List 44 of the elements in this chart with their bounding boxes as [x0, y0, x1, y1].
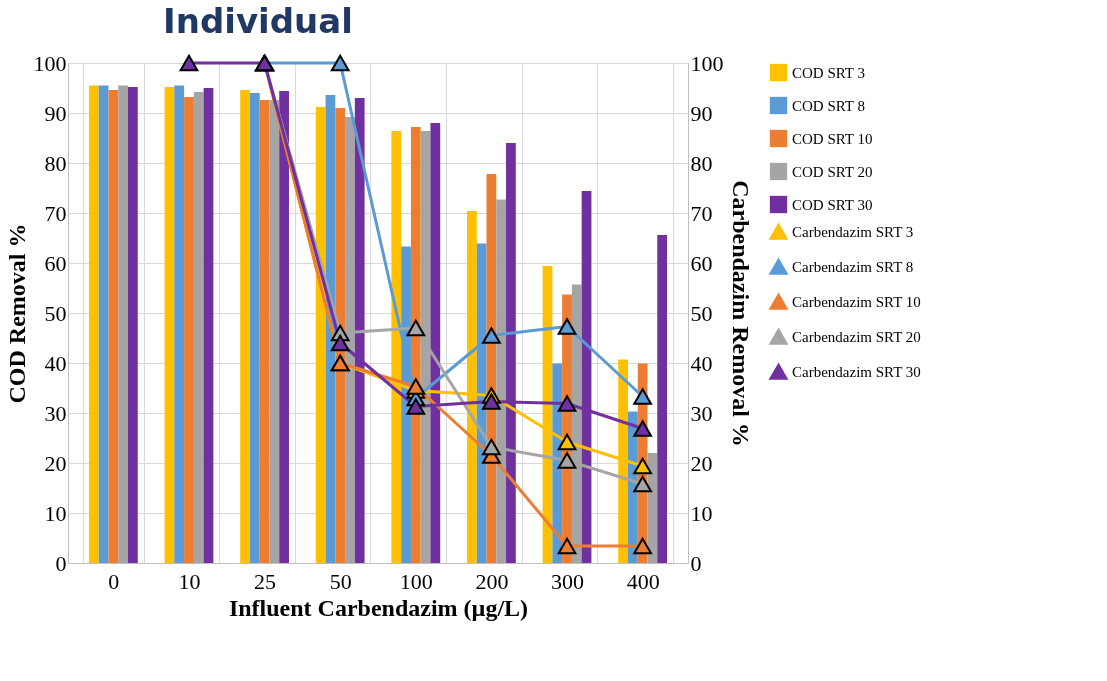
y2-tick-label: 30: [690, 400, 713, 426]
y-tick-label: 50: [44, 300, 67, 326]
x-tick-label: 0: [108, 568, 120, 594]
y-tick-label: 60: [44, 250, 67, 276]
y2-tick-label: 10: [690, 500, 713, 526]
y2-tick-label: 90: [690, 100, 713, 126]
y-tick-label: 30: [44, 400, 67, 426]
legend-label: Carbendazim SRT 20: [792, 328, 921, 345]
x-tick-label: 400: [626, 568, 660, 594]
legend-label: Carbendazim SRT 30: [792, 363, 921, 380]
legend-label: COD SRT 3: [792, 64, 866, 81]
x-tick-label: 25: [254, 568, 277, 594]
y2-tick-label: 80: [690, 150, 713, 176]
y-tick-label: 70: [44, 200, 67, 226]
y-tick-label: 80: [44, 150, 67, 176]
legend-label: COD SRT 20: [792, 163, 873, 180]
y2-tick-label: 70: [690, 200, 713, 226]
chart-title: Individual: [163, 0, 353, 41]
x-tick-label: 200: [475, 568, 509, 594]
y-axis-title: COD Removal %: [3, 223, 30, 404]
y-tick-label: 20: [44, 450, 67, 476]
y2-tick-label: 100: [690, 50, 724, 76]
legend-label: Carbendazim SRT 3: [792, 223, 914, 240]
y2-tick-label: 20: [690, 450, 713, 476]
legend-label: COD SRT 10: [792, 130, 873, 147]
legend-label: COD SRT 8: [792, 97, 866, 114]
legend-label: COD SRT 30: [792, 196, 873, 213]
y2-axis-title: Carbendazim Removal %: [727, 180, 754, 447]
x-tick-label: 100: [399, 568, 433, 594]
y-tick-label: 100: [33, 50, 67, 76]
legend-label: Carbendazim SRT 8: [792, 258, 914, 275]
y-tick-label: 40: [44, 350, 67, 376]
y-tick-label: 10: [44, 500, 67, 526]
legend-label: Carbendazim SRT 10: [792, 293, 921, 310]
y-tick-label: 90: [44, 100, 67, 126]
y2-tick-label: 40: [690, 350, 713, 376]
y-tick-label: 0: [55, 550, 67, 576]
y2-tick-label: 50: [690, 300, 713, 326]
y2-tick-label: 0: [690, 550, 702, 576]
y2-tick-label: 60: [690, 250, 713, 276]
x-tick-label: 300: [551, 568, 585, 594]
x-tick-label: 10: [178, 568, 201, 594]
x-axis-title: Influent Carbendazim (µg/L): [228, 594, 529, 621]
x-tick-label: 50: [329, 568, 352, 594]
